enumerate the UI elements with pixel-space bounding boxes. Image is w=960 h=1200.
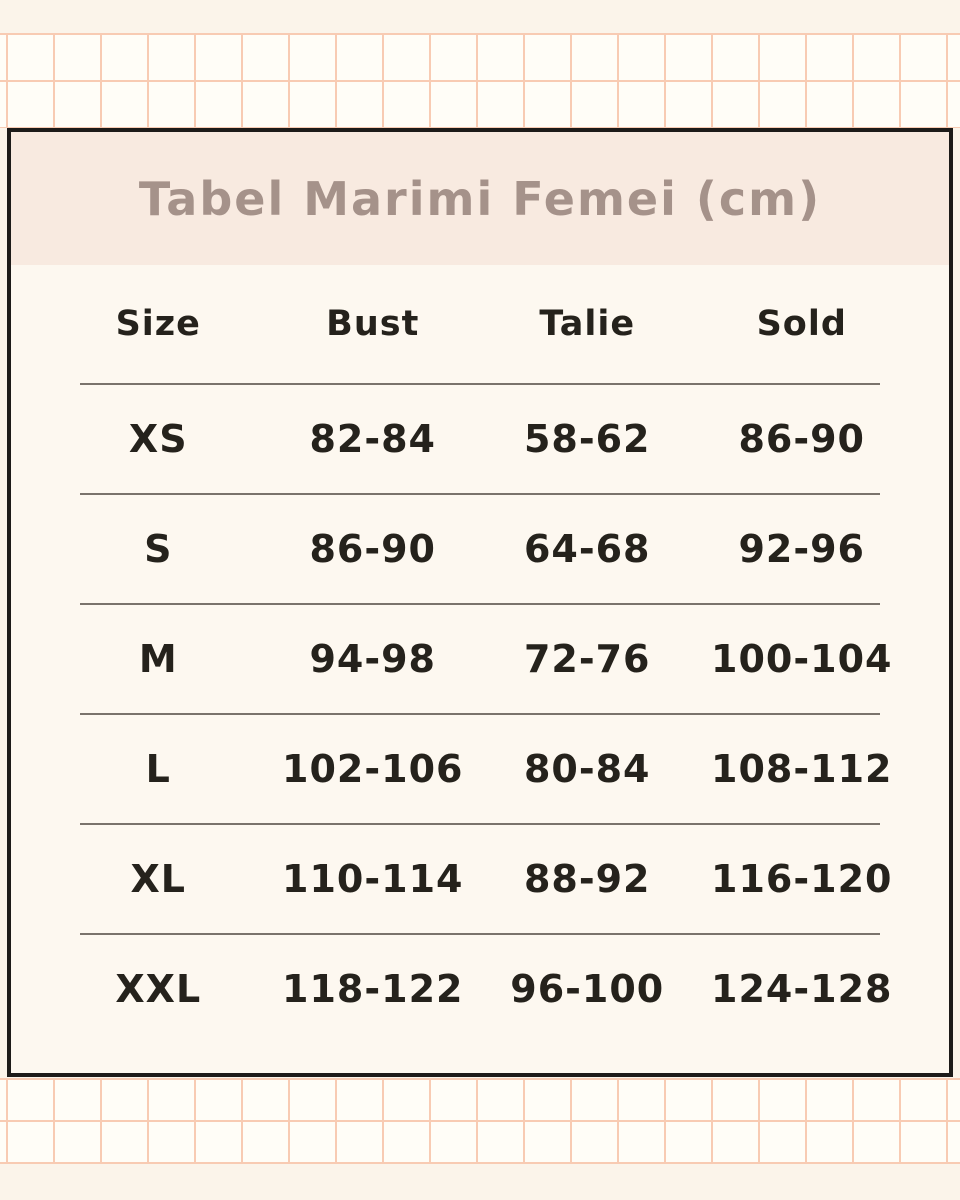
- card-header: Tabel Marimi Femei (cm): [11, 132, 949, 265]
- column-header-bust: Bust: [326, 304, 420, 344]
- cell-talie: 72-76: [523, 637, 651, 681]
- grid-pattern-top: [0, 33, 960, 128]
- grid-pattern-bottom: [0, 1078, 960, 1164]
- cell-sold: 116-120: [711, 857, 893, 901]
- cell-talie: 58-62: [523, 417, 651, 461]
- cell-talie: 64-68: [523, 527, 651, 571]
- size-table: Size Bust Talie Sold XS 82-84 58-62 86-9…: [11, 265, 949, 1073]
- row-separator: [80, 713, 880, 715]
- row-separator: [80, 933, 880, 935]
- column-header-sold: Sold: [756, 304, 847, 344]
- cell-sold: 92-96: [738, 527, 866, 571]
- cell-bust: 86-90: [309, 527, 437, 571]
- cell-bust: 82-84: [309, 417, 437, 461]
- column-header-talie: Talie: [539, 304, 636, 344]
- cell-sold: 86-90: [738, 417, 866, 461]
- column-header-size: Size: [115, 304, 201, 344]
- table-row: S 86-90 64-68 92-96: [51, 495, 909, 603]
- cell-sold: 100-104: [711, 637, 893, 681]
- row-separator: [80, 383, 880, 385]
- cell-sold: 108-112: [711, 747, 893, 791]
- cell-bust: 94-98: [309, 637, 437, 681]
- row-separator: [80, 603, 880, 605]
- cell-size: S: [144, 527, 173, 571]
- cell-size: XXL: [115, 967, 202, 1011]
- cell-bust: 102-106: [282, 747, 464, 791]
- cell-talie: 80-84: [523, 747, 651, 791]
- cell-sold: 124-128: [711, 967, 893, 1011]
- size-chart-card: Tabel Marimi Femei (cm) Size Bust Talie …: [7, 128, 953, 1077]
- cell-talie: 96-100: [510, 967, 665, 1011]
- table-row: L 102-106 80-84 108-112: [51, 715, 909, 823]
- page-title: Tabel Marimi Femei (cm): [138, 171, 822, 226]
- row-separator: [80, 823, 880, 825]
- cell-size: XL: [130, 857, 186, 901]
- cell-bust: 118-122: [282, 967, 464, 1011]
- cell-bust: 110-114: [282, 857, 464, 901]
- table-header-row: Size Bust Talie Sold: [51, 265, 909, 383]
- table-row: XS 82-84 58-62 86-90: [51, 385, 909, 493]
- cell-size: XS: [128, 417, 188, 461]
- table-row: XL 110-114 88-92 116-120: [51, 825, 909, 933]
- table-row: XXL 118-122 96-100 124-128: [51, 935, 909, 1043]
- cell-talie: 88-92: [523, 857, 651, 901]
- cell-size: M: [138, 637, 178, 681]
- cell-size: L: [145, 747, 171, 791]
- table-row: M 94-98 72-76 100-104: [51, 605, 909, 713]
- row-separator: [80, 493, 880, 495]
